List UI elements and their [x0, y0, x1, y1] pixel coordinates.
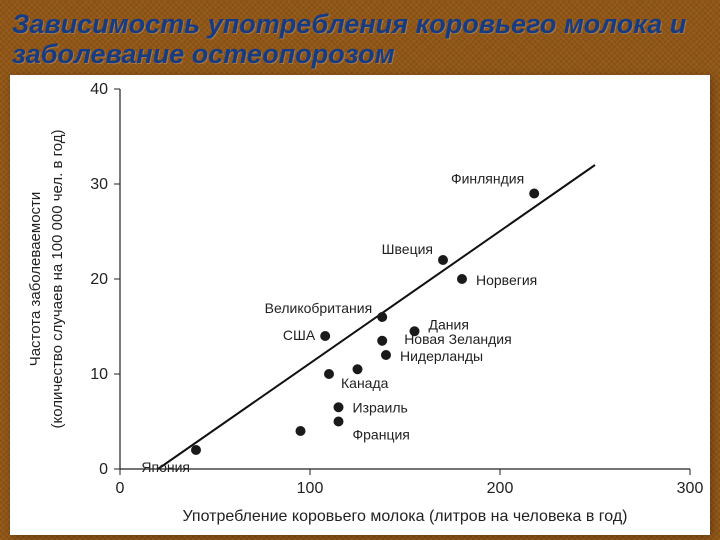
- svg-text:30: 30: [90, 176, 108, 193]
- chart-container: 0 10 20 30 40 0 100 200 300 Употребление коровьег…: [10, 75, 710, 535]
- svg-text:Новая Зеландия: Новая Зеландия: [404, 331, 511, 347]
- svg-text:0: 0: [116, 480, 125, 497]
- svg-text:Частота заболеваемости: Частота заболеваемости: [27, 192, 44, 367]
- svg-text:Употребление коровьего молока: Употребление коровьего молока (литров на…: [182, 508, 627, 525]
- slide-frame: Зависимость употребления коровьего молок…: [0, 0, 720, 540]
- svg-text:20: 20: [90, 271, 108, 288]
- svg-text:Нидерланды: Нидерланды: [400, 348, 483, 364]
- svg-text:10: 10: [90, 366, 108, 383]
- svg-text:40: 40: [90, 81, 108, 98]
- svg-text:Франция: Франция: [353, 427, 410, 443]
- scatter-chart: 0 10 20 30 40 0 100 200 300 Употребление коровьег…: [10, 75, 710, 535]
- svg-text:Израиль: Израиль: [353, 400, 408, 416]
- svg-text:Финляндия: Финляндия: [451, 171, 524, 187]
- svg-text:200: 200: [487, 480, 514, 497]
- svg-text:Канада: Канада: [341, 375, 389, 391]
- svg-text:300: 300: [677, 480, 704, 497]
- svg-text:Дания: Дания: [429, 317, 469, 333]
- svg-text:100: 100: [297, 480, 324, 497]
- svg-text:0: 0: [99, 461, 108, 478]
- svg-text:Норвегия: Норвегия: [476, 272, 537, 288]
- slide-title: Зависимость употребления коровьего молок…: [12, 10, 710, 69]
- svg-text:Швеция: Швеция: [382, 241, 433, 257]
- svg-text:(количество случаев на 100 000: (количество случаев на 100 000 чел. в го…: [49, 130, 66, 429]
- svg-text:Великобритания: Великобритания: [265, 300, 373, 316]
- svg-text:США: США: [283, 327, 316, 343]
- svg-text:Япония: Япония: [141, 459, 190, 475]
